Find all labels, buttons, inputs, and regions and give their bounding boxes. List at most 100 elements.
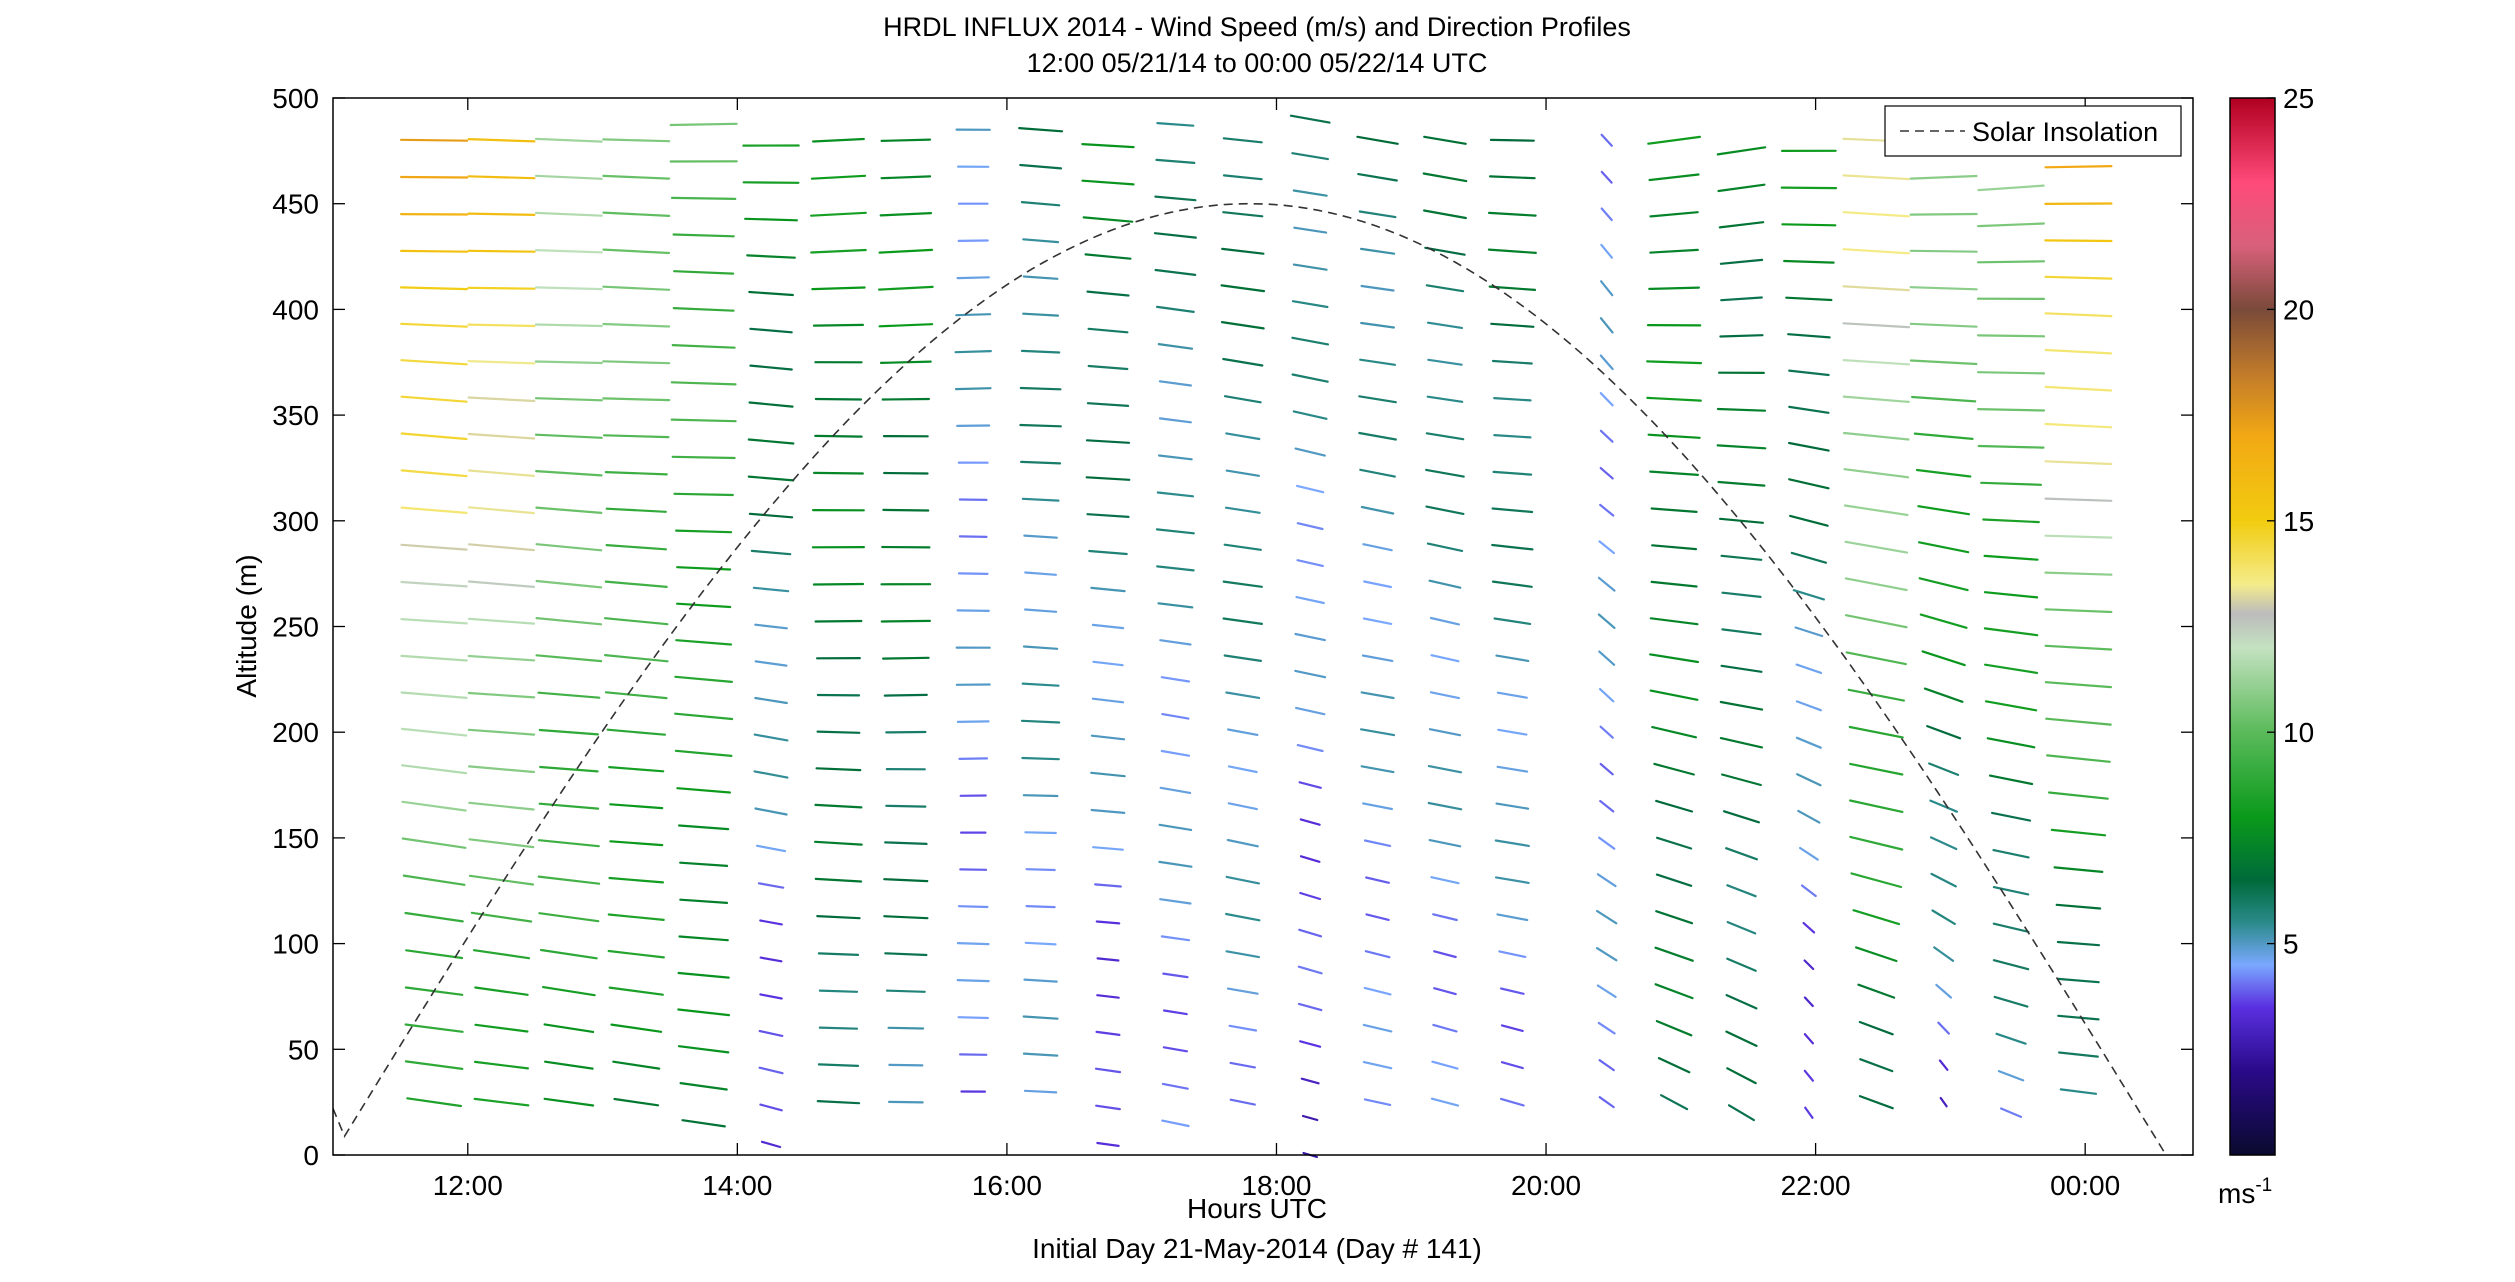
wind-barb xyxy=(1789,514,1829,527)
wind-barb xyxy=(400,469,468,478)
wind-barb xyxy=(1599,280,1614,297)
wind-barb xyxy=(1422,209,1467,220)
wind-barb xyxy=(400,395,468,403)
wind-barb xyxy=(754,623,788,630)
wind-barb xyxy=(1655,1019,1693,1037)
wind-barb xyxy=(884,952,928,957)
wind-barb xyxy=(1653,762,1695,776)
wind-barb xyxy=(1716,146,1767,156)
wind-barb xyxy=(1788,478,1830,490)
wind-barb xyxy=(400,506,468,515)
wind-barb xyxy=(1849,762,1904,776)
wind-barb xyxy=(1154,195,1197,202)
wind-barb xyxy=(1157,343,1194,350)
wind-barb xyxy=(815,767,862,772)
wind-barb xyxy=(1225,432,1261,441)
wind-barb xyxy=(1842,211,1911,218)
wind-barb xyxy=(669,122,738,127)
wind-barb xyxy=(759,919,783,926)
wind-barb xyxy=(1655,910,1694,925)
wind-barb xyxy=(1494,876,1530,885)
wind-barb xyxy=(1919,613,1968,629)
wind-barb xyxy=(2044,534,2113,539)
wind-barb xyxy=(1432,1023,1458,1033)
wind-barb xyxy=(1299,1040,1322,1048)
wind-barb xyxy=(1719,334,1764,338)
wind-barb xyxy=(877,285,934,291)
wind-barb xyxy=(679,1081,728,1091)
y-tick-label: 50 xyxy=(288,1034,319,1065)
wind-barb xyxy=(754,660,788,667)
wind-barb xyxy=(1227,802,1258,811)
wind-barb xyxy=(468,506,535,515)
wind-barb xyxy=(400,359,468,366)
wind-barb xyxy=(1360,765,1395,774)
wind-barb xyxy=(809,211,867,217)
wind-barb xyxy=(1850,872,1903,889)
wind-barb xyxy=(1301,1114,1319,1122)
wind-barb xyxy=(602,248,671,255)
x-axis: 12:00 14:00 16:00 18:00 20:00 22:00 00:00 xyxy=(433,98,2120,1201)
wind-barb xyxy=(1299,855,1321,863)
wind-barb xyxy=(1721,628,1762,636)
wind-barb xyxy=(1933,946,1955,963)
wind-barb xyxy=(1160,749,1191,757)
wind-barb xyxy=(1020,349,1061,354)
y-axis: 0 50 100 150 200 250 300 350 400 450 500 xyxy=(272,83,2193,1171)
wind-barb xyxy=(1930,872,1957,888)
wind-barb xyxy=(1096,994,1120,999)
wind-barb xyxy=(878,323,934,328)
plot-area-frame xyxy=(332,97,2194,1156)
wind-barb xyxy=(759,956,783,963)
wind-barb xyxy=(1803,1033,1815,1045)
wind-barb xyxy=(677,824,730,831)
wind-barb xyxy=(1648,286,1701,290)
wind-barb xyxy=(1792,589,1826,601)
wind-barb xyxy=(956,978,990,983)
wind-barb xyxy=(467,360,536,365)
wind-barb xyxy=(887,1026,925,1030)
wind-barb xyxy=(534,397,603,402)
wind-barb xyxy=(1980,481,2043,486)
wind-barb xyxy=(1597,1021,1616,1035)
wind-barb xyxy=(956,720,990,724)
wind-barb xyxy=(400,654,468,662)
wind-barb xyxy=(1293,226,1328,234)
wind-barb xyxy=(1595,946,1618,962)
wind-barb xyxy=(1294,447,1326,457)
wind-barb xyxy=(1854,946,1898,963)
wind-barb xyxy=(2057,1014,2100,1021)
wind-barb xyxy=(604,580,668,589)
wind-barb xyxy=(1795,700,1822,712)
wind-barb xyxy=(1986,737,2036,749)
wind-barb xyxy=(956,609,990,613)
wind-barb xyxy=(1795,736,1822,749)
wind-barb xyxy=(1928,762,1960,777)
wind-barb xyxy=(467,138,536,143)
wind-barb xyxy=(1724,847,1759,861)
wind-barb xyxy=(467,175,536,180)
wind-barb xyxy=(816,730,861,734)
wind-barb xyxy=(1292,263,1328,271)
wind-barb xyxy=(1599,503,1615,517)
wind-barb xyxy=(605,543,668,551)
wind-barb xyxy=(1296,559,1324,568)
wind-barb xyxy=(1848,725,1904,739)
wind-barb xyxy=(1976,371,2046,375)
wind-barb xyxy=(750,549,792,556)
y-tick-label: 300 xyxy=(272,506,319,537)
wind-barb xyxy=(2055,903,2102,910)
wind-barb xyxy=(604,471,668,476)
wind-barb xyxy=(467,396,536,403)
wind-barb xyxy=(1157,602,1194,609)
wind-barb xyxy=(467,286,536,290)
wind-barb xyxy=(538,728,600,736)
wind-barb xyxy=(535,616,603,626)
wind-barb xyxy=(535,579,603,589)
wind-barb xyxy=(1226,838,1259,848)
wind-barb xyxy=(754,807,788,816)
wind-barb xyxy=(1915,468,1972,478)
wind-barb xyxy=(1499,987,1525,995)
colorbar-unit-label: ms-1 xyxy=(2218,1175,2272,1209)
wind-barb xyxy=(1022,794,1059,798)
